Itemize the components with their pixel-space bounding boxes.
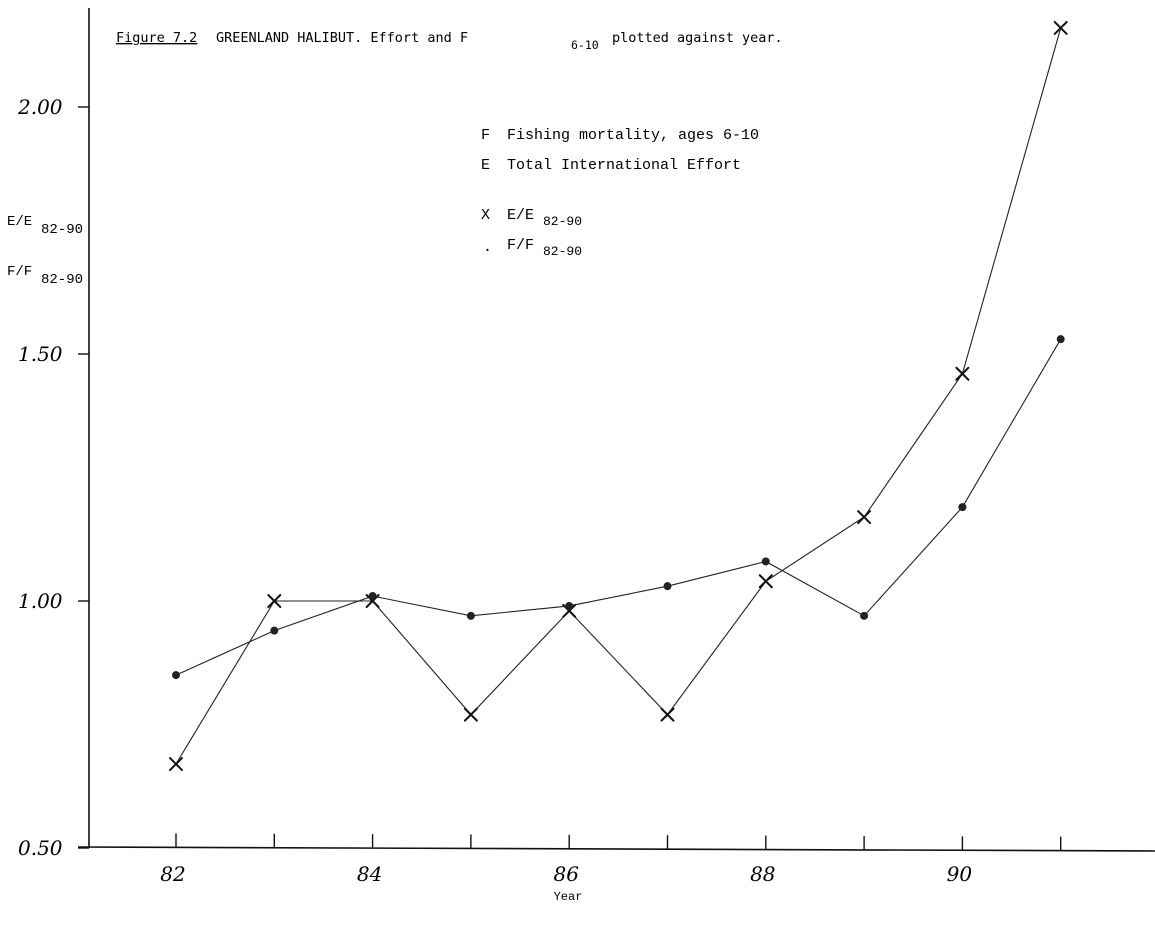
figure-title: Figure 7.2 GREENLAND HALIBUT. Effort and… [116, 30, 783, 52]
y-tick-label: 2.00 [17, 95, 63, 119]
y-label-line1-main: E/E [7, 214, 32, 230]
legend-code-f: F [481, 127, 490, 144]
figure-title-main: GREENLAND HALIBUT. Effort and F [216, 30, 468, 46]
data-point-x-marker [169, 757, 183, 772]
legend-code-e: E [481, 157, 490, 174]
x-tick-label: 82 [160, 862, 185, 886]
data-point-x-marker [660, 707, 675, 722]
data-point-dot [958, 503, 967, 512]
legend-dot-label-subscript: 82-90 [543, 244, 582, 259]
figure-title-subscript: 6-10 [571, 38, 599, 52]
legend-x-label: E/E [507, 207, 534, 224]
data-point-x-marker [857, 510, 872, 525]
data-point-x-marker [758, 574, 773, 589]
figure-title-tail: plotted against year. [612, 30, 783, 46]
x-axis-label: Year [554, 890, 583, 904]
data-point-dot [270, 626, 279, 635]
x-tick-label: 86 [553, 862, 579, 886]
legend-dot-label: F/F [507, 237, 534, 254]
y-ticks: 0.50 1.00 1.50 2.00 [17, 95, 89, 860]
data-point-x-marker [463, 707, 478, 722]
y-tick-label: 1.50 [18, 342, 63, 366]
legend-x-label-subscript: 82-90 [543, 214, 582, 229]
legend-text-fishing-mortality: Fishing mortality, ages 6-10 [507, 127, 759, 144]
series-line [175, 27, 1062, 765]
series-fishing-mortality [172, 335, 1065, 680]
y-tick-label: 0.50 [18, 836, 63, 860]
data-point-x-marker [955, 366, 970, 381]
figure-label: Figure 7.2 [116, 30, 197, 46]
x-tick-label: 88 [750, 862, 775, 886]
y-tick-label: 1.00 [18, 589, 63, 613]
y-label-line1-sub: 82-90 [41, 222, 83, 238]
data-point-dot [172, 671, 180, 680]
data-point-dot [761, 557, 770, 566]
data-point-dot [663, 582, 672, 591]
data-point-dot [1056, 335, 1065, 344]
y-axis-label: E/E 82-90 F/F 82-90 [7, 214, 83, 288]
x-axis-line [77, 846, 1155, 852]
data-point-x-marker [267, 594, 282, 608]
data-point-dot [466, 611, 475, 620]
y-label-line2-main: F/F [7, 264, 32, 280]
series-line [175, 338, 1062, 676]
x-tick-label: 84 [357, 862, 382, 886]
x-tick-label: 90 [947, 862, 973, 886]
legend: F Fishing mortality, ages 6-10 E Total I… [481, 127, 759, 259]
y-label-line2-sub: 82-90 [41, 272, 83, 288]
data-point-x-marker [1053, 20, 1068, 35]
x-ticks: 82 84 86 88 90 [160, 833, 1062, 886]
series-layer [169, 20, 1068, 772]
data-point-dot [860, 611, 869, 620]
legend-x-symbol: X [481, 207, 490, 224]
data-point-dot [368, 592, 377, 601]
legend-text-total-effort: Total International Effort [507, 157, 741, 174]
legend-dot-symbol: . [483, 239, 492, 256]
data-point-dot [565, 601, 574, 610]
